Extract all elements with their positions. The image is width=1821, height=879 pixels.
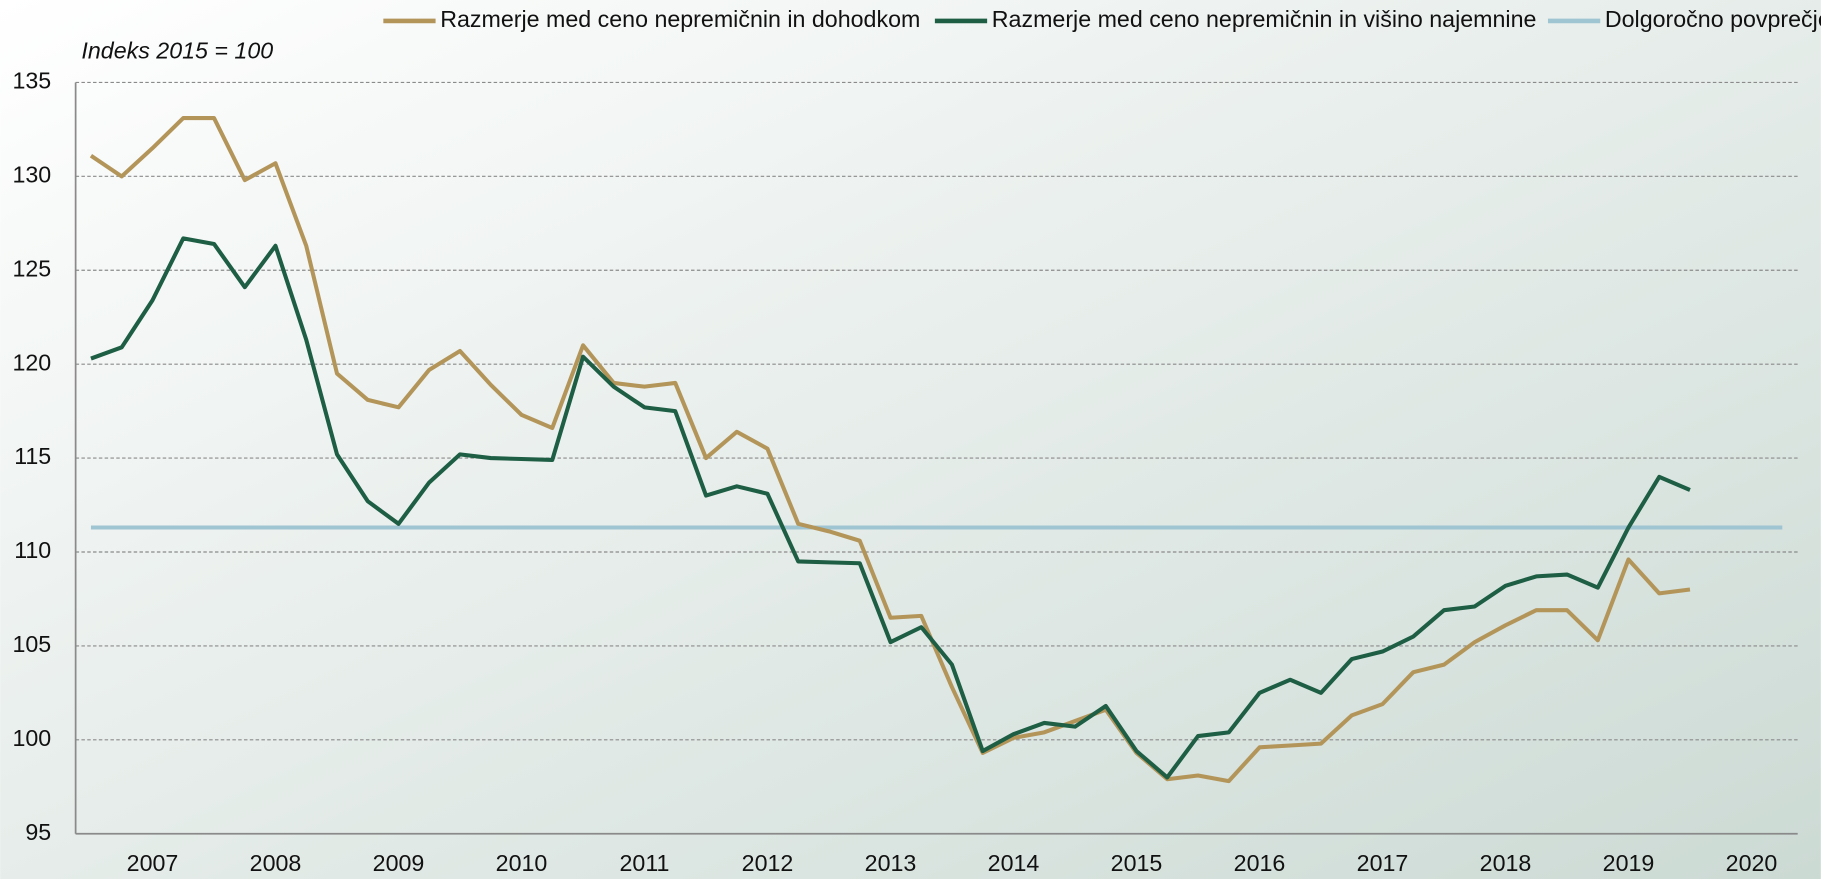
x-tick-label: 2019: [1603, 850, 1655, 876]
y-axis-label: Indeks 2015 = 100: [81, 37, 273, 63]
y-tick-label: 125: [12, 255, 51, 281]
data-line: [90, 236, 1691, 780]
x-tick-label: 2013: [865, 850, 917, 876]
x-tick-label: 2009: [373, 850, 425, 876]
y-tick-label: 110: [14, 537, 51, 563]
x-tick-label: 2015: [1111, 850, 1163, 876]
legend-label: Razmerje med ceno nepremičnin in višino …: [992, 6, 1537, 32]
y-tick-label: 100: [12, 725, 51, 751]
data-line: [89, 116, 1691, 784]
x-tick-label: 2018: [1480, 850, 1532, 876]
y-tick-label: 130: [12, 161, 51, 187]
x-tick-label: 2012: [742, 850, 794, 876]
y-tick-label: 120: [12, 349, 51, 375]
y-tick-label: 95: [25, 819, 51, 845]
y-tick-label: 115: [14, 443, 51, 469]
x-tick-label: 2008: [250, 850, 302, 876]
x-tick-label: 2007: [127, 850, 179, 876]
x-tick-label: 2011: [620, 850, 670, 876]
y-tick-label: 105: [12, 631, 51, 657]
legend-label: Dolgoročno povprečje: [1605, 6, 1821, 32]
y-tick-label: 135: [12, 68, 51, 94]
x-tick-label: 2020: [1726, 850, 1778, 876]
x-tick-label: 2016: [1234, 850, 1286, 876]
legend-label: Razmerje med ceno nepremičnin in dohodko…: [440, 6, 920, 32]
x-tick-label: 2014: [988, 850, 1040, 876]
x-tick-label: 2010: [496, 850, 548, 876]
x-tick-label: 2017: [1357, 850, 1409, 876]
